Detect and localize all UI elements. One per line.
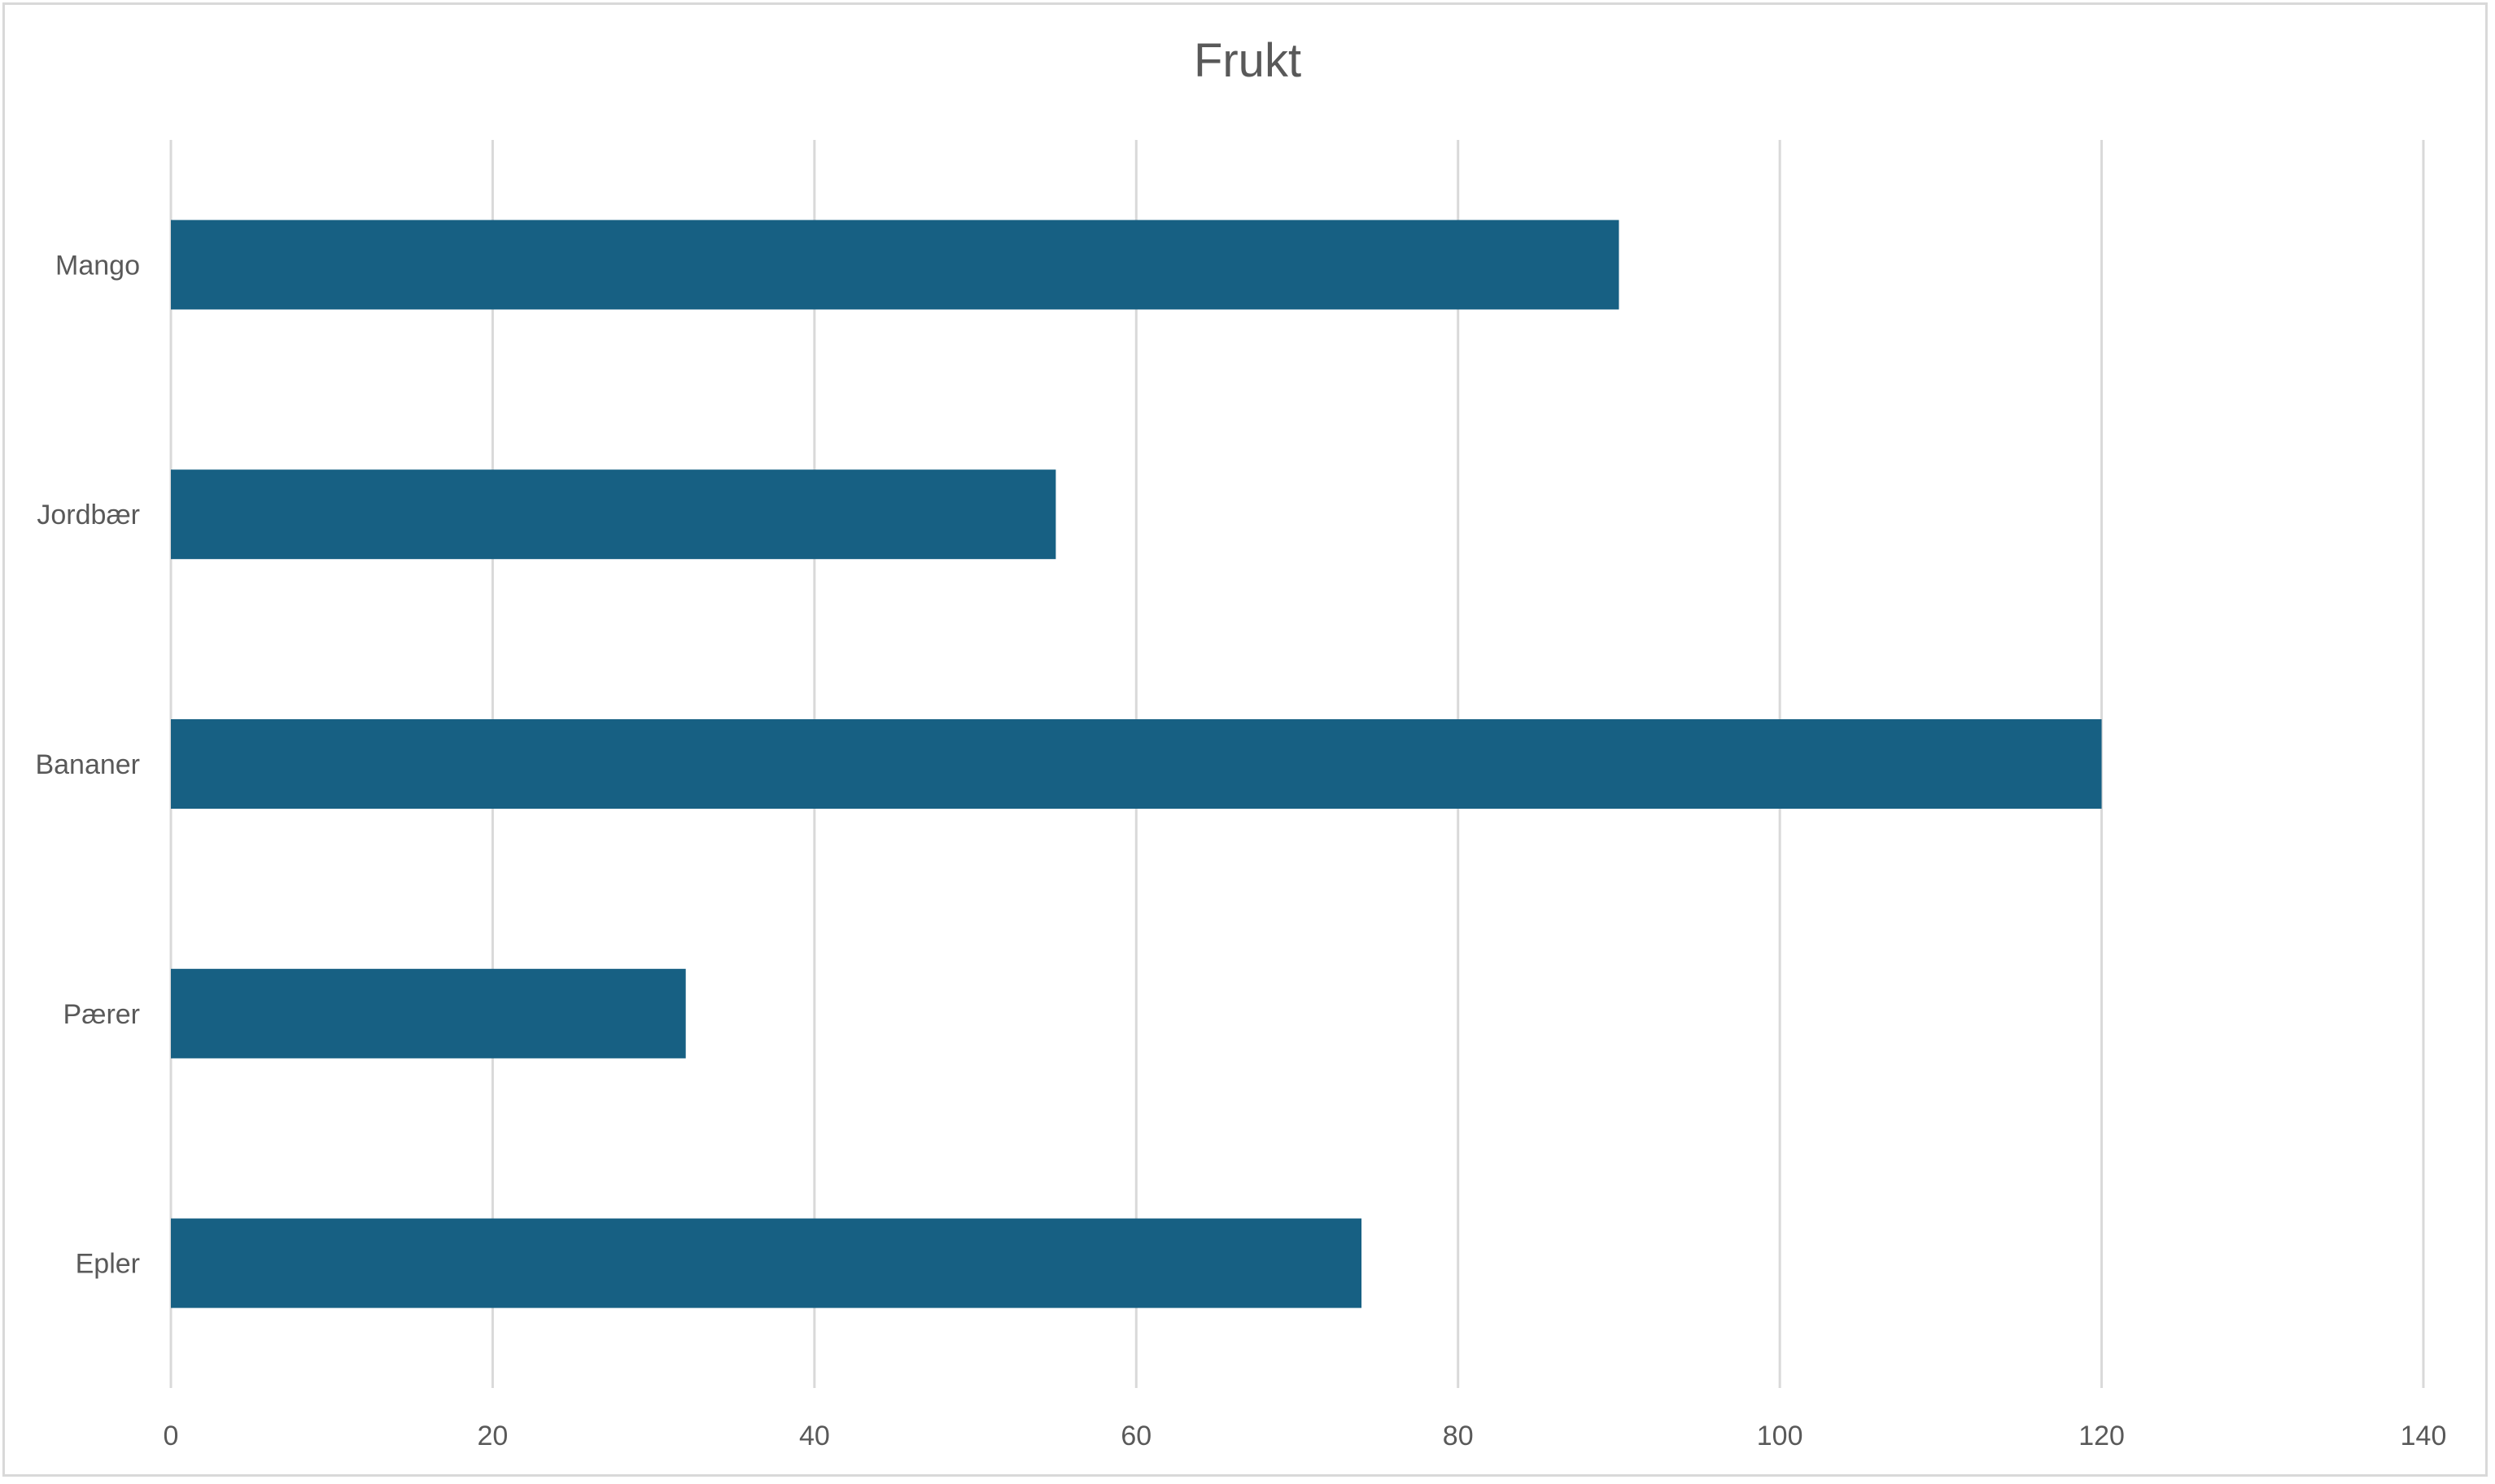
chart-title: Frukt [1193,34,1302,87]
x-tick-label: 120 [2078,1421,2125,1451]
x-tick-label: 20 [478,1421,509,1451]
y-category-label: Mango [55,250,140,281]
x-axis-labels: 0 20 40 60 80 100 120 140 [164,1421,2447,1451]
y-category-label: Epler [76,1249,140,1280]
y-axis-labels: Mango Jordbær Bananer Pærer Epler [35,250,140,1279]
bar-4 [171,1218,1362,1308]
y-category-label: Jordbær [37,500,140,530]
x-tick-label: 60 [1121,1421,1151,1451]
bars [171,220,2102,1308]
y-category-label: Pærer [63,999,140,1030]
x-tick-label: 80 [1443,1421,1474,1451]
x-tick-label: 140 [2401,1421,2447,1451]
y-category-label: Bananer [35,749,140,780]
bar-1 [171,469,1056,560]
x-tick-label: 40 [799,1421,830,1451]
x-tick-label: 0 [164,1421,179,1451]
bar-0 [171,220,1619,310]
bar-2 [171,719,2102,809]
x-tick-label: 100 [1757,1421,1803,1451]
bar-3 [171,968,686,1058]
